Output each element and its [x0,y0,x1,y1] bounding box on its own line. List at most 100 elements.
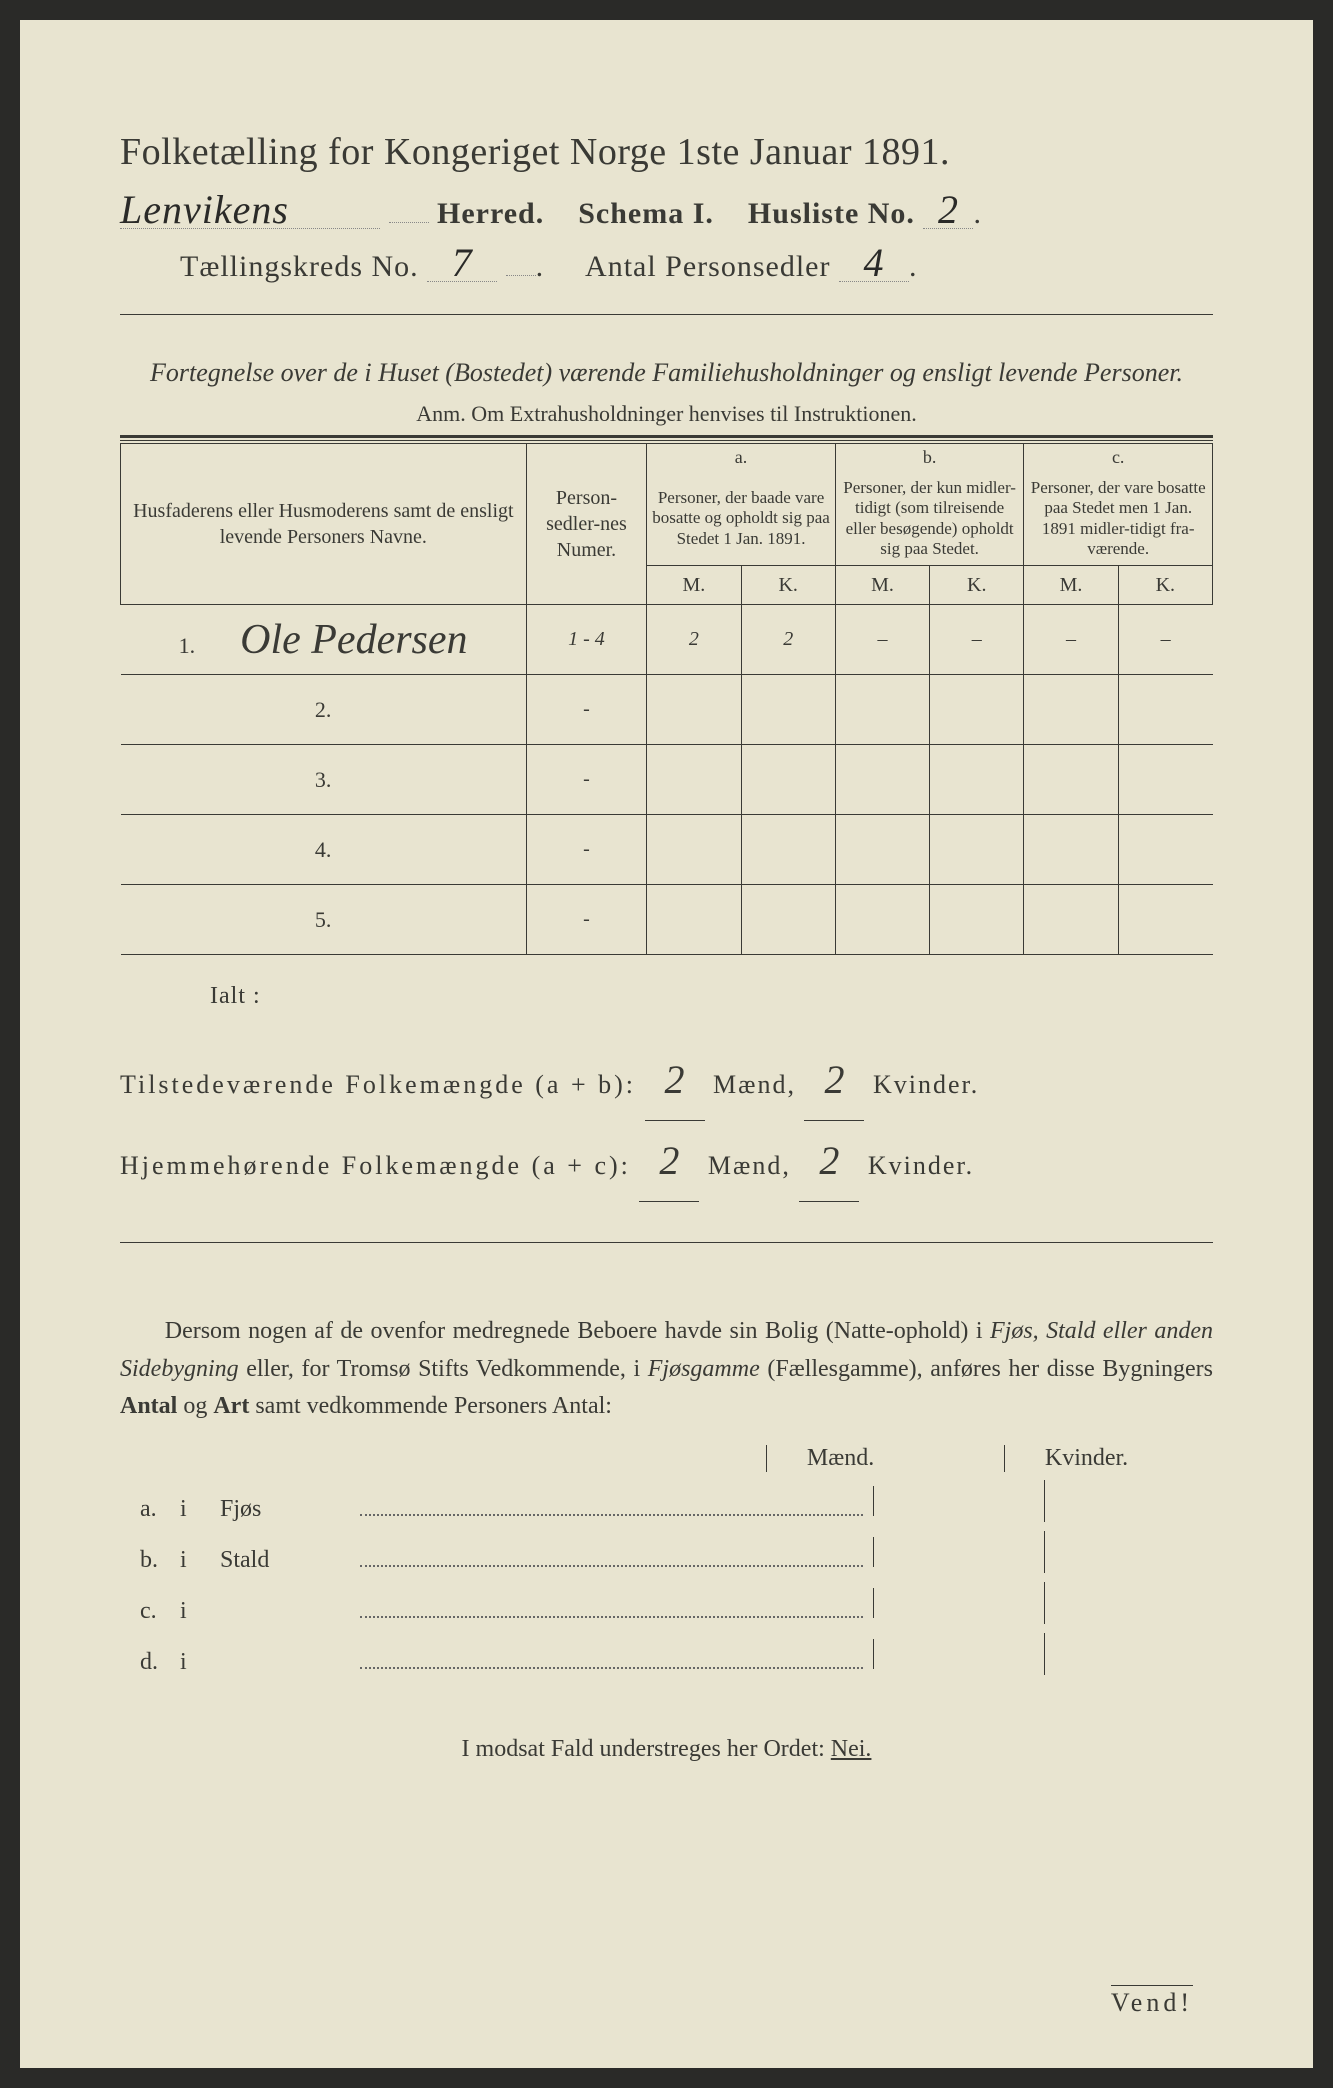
cell-bK: – [930,605,1024,675]
cell-cK: – [1118,605,1212,675]
abcd-block: a.iFjøsb.iStaldc.id.i [120,1486,1213,1676]
abcd-i: i [180,1547,220,1574]
row-number: 5. [121,885,527,955]
cell-cK [1118,885,1212,955]
cell-aM [647,675,741,745]
person-sedler-num: - [526,815,647,885]
abcd-i: i [180,1649,220,1676]
cell-bK [930,745,1024,815]
subtitle: Fortegnelse over de i Huset (Bostedet) v… [120,355,1213,391]
person-sedler-num: - [526,745,647,815]
cell-cK [1118,745,1212,815]
paragraph-note: Dersom nogen af de ovenfor medregnede Be… [120,1313,1213,1425]
abcd-i: i [180,1496,220,1523]
cell-bK [930,885,1024,955]
herred-value: Lenvikens [120,192,380,229]
col-names-header: Husfaderens eller Husmoderens samt de en… [121,444,527,605]
kreds-value: 7 [427,245,497,282]
husliste-label: Husliste No. [748,197,915,230]
ialt-label: Ialt : [210,983,1213,1010]
cell-aM [647,745,741,815]
abcd-text: Fjøs [220,1496,360,1523]
schema-label: Schema I. [578,197,714,230]
cell-cM [1024,745,1118,815]
b-k: K. [930,566,1024,605]
cell-bK [930,675,1024,745]
total-ab-k: 2 [804,1040,864,1121]
col-a-header: Personer, der baade vare bosatte og opho… [647,472,836,566]
cell-bM [835,885,929,955]
maend-col: Mænd. [766,1445,914,1472]
cell-bK [930,815,1024,885]
abcd-row: c.i [120,1588,1213,1625]
cell-aK [741,815,835,885]
herred-label: Herred. [437,197,544,230]
cell-aM: 2 [647,605,741,675]
cell-aK [741,675,835,745]
col-b-header: Personer, der kun midler-tidigt (som til… [835,472,1024,566]
table-row: 3. - [121,745,1213,815]
vend-label: Vend! [1111,1985,1193,2018]
total-ab-label: Tilstedeværende Folkemængde (a + b): [120,1070,636,1099]
person-sedler-num: - [526,885,647,955]
personsedler-value: 4 [839,245,909,282]
cell-bM: – [835,605,929,675]
totals-block: Tilstedeværende Folkemængde (a + b): 2 M… [120,1040,1213,1202]
cell-aK [741,885,835,955]
page-title: Folketælling for Kongeriget Norge 1ste J… [120,130,1213,174]
total-ac-m: 2 [639,1121,699,1202]
cell-aM [647,815,741,885]
total-ac-k: 2 [799,1121,859,1202]
census-form-page: Folketælling for Kongeriget Norge 1ste J… [20,20,1313,2068]
total-ac-label: Hjemmehørende Folkemængde (a + c): [120,1151,631,1180]
cell-cM [1024,675,1118,745]
header-line-3: Tællingskreds No. 7 . Antal Personsedler… [120,245,1213,284]
col-c-header: Personer, der vare bosatte paa Stedet me… [1024,472,1213,566]
cell-bM [835,815,929,885]
nei-word: Nei. [831,1736,872,1762]
a-m: M. [647,566,741,605]
abcd-row: d.i [120,1639,1213,1676]
table-row: 5. - [121,885,1213,955]
abcd-label: c. [120,1598,180,1625]
row-number: 3. [121,745,527,815]
anm-note: Anm. Om Extrahusholdninger henvises til … [120,401,1213,427]
table-row: 4. - [121,815,1213,885]
c-m: M. [1024,566,1118,605]
cell-aM [647,885,741,955]
cell-cM [1024,815,1118,885]
row-number: 4. [121,815,527,885]
cell-cM [1024,885,1118,955]
cell-cK [1118,675,1212,745]
mk-header: Mænd. Kvinder. [120,1445,1213,1472]
b-m: M. [835,566,929,605]
cell-bM [835,675,929,745]
row-number: 1. Ole Pedersen [121,605,527,675]
row-number: 2. [121,675,527,745]
husliste-value: 2 [923,192,973,229]
cell-cK [1118,815,1212,885]
c-k: K. [1118,566,1212,605]
cell-aK [741,745,835,815]
header-line-2: Lenvikens Herred. Schema I. Husliste No.… [120,192,1213,231]
col-a-top: a. [647,444,836,472]
personsedler-label: Antal Personsedler [585,250,830,283]
person-name: Ole Pedersen [200,617,467,663]
cell-cM: – [1024,605,1118,675]
abcd-label: d. [120,1649,180,1676]
cell-bM [835,745,929,815]
a-k: K. [741,566,835,605]
col-c-top: c. [1024,444,1213,472]
col-b-top: b. [835,444,1024,472]
person-sedler-num: - [526,675,647,745]
footer-line: I modsat Fald understreges her Ordet: Ne… [120,1736,1213,1763]
abcd-label: a. [120,1496,180,1523]
abcd-label: b. [120,1547,180,1574]
kreds-label: Tællingskreds No. [180,250,419,283]
total-ab-m: 2 [645,1040,705,1121]
person-sedler-num: 1 - 4 [526,605,647,675]
abcd-row: a.iFjøs [120,1486,1213,1523]
abcd-i: i [180,1598,220,1625]
table-row: 1. Ole Pedersen1 - 422–––– [121,605,1213,675]
cell-aK: 2 [741,605,835,675]
